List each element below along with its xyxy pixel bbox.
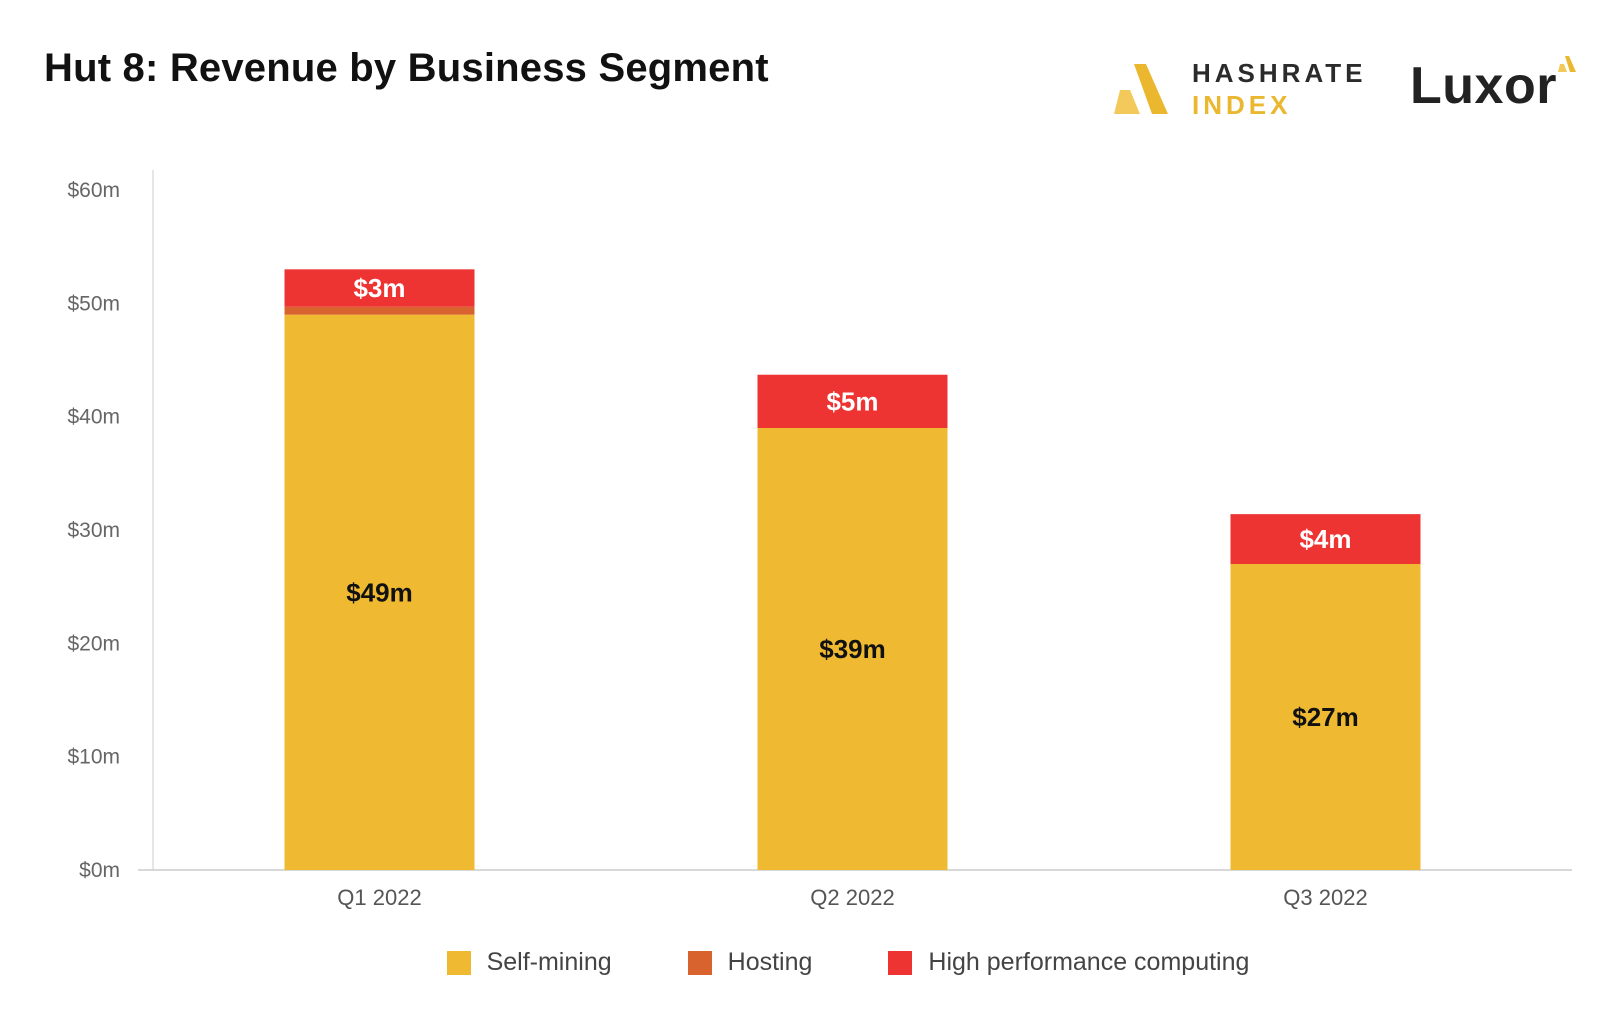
bar-self-mining-q3-2022 (1230, 564, 1421, 870)
y-tick-label: $20m (67, 632, 120, 655)
y-tick-label: $30m (67, 519, 120, 542)
y-tick-label: $60m (67, 179, 120, 202)
chart-area: $0m $10m $20m $30m $40m $50m $60m $49m $3m $39m $… (67, 170, 1572, 910)
data-label-self-mining-q3-2022: $27m (1292, 702, 1359, 732)
x-tick-label-q1-2022: Q1 2022 (337, 885, 421, 910)
luxor-logo-icon (1558, 56, 1576, 72)
data-label-high-performance-computing-q2-2022: $5m (826, 386, 878, 416)
legend-label: High performance computing (928, 948, 1250, 976)
bar-high-performance-computing-q2-2022 (757, 374, 948, 428)
data-label-high-performance-computing-q3-2022: $4m (1299, 524, 1351, 554)
hashrate-index-logo-icon (1114, 64, 1168, 114)
data-label-high-performance-computing-q1-2022: $3m (353, 273, 405, 303)
data-label-self-mining-q1-2022: $49m (346, 577, 413, 607)
x-tick-label-q2-2022: Q2 2022 (810, 885, 894, 910)
data-label-self-mining-q2-2022: $39m (819, 634, 886, 664)
hashrate-index-logo: HASHRATE INDEX (1112, 56, 1363, 126)
x-tick-label-q3-2022: Q3 2022 (1283, 885, 1367, 910)
chart-title: Hut 8: Revenue by Business Segment (44, 46, 769, 90)
index-word: INDEX (1192, 90, 1292, 120)
hashrate-word: HASHRATE (1192, 58, 1367, 88)
bar-high-performance-computing-q3-2022 (1230, 514, 1421, 564)
legend-item-high-performance-computing: High performance computing (888, 948, 1249, 977)
y-tick-label: $40m (67, 406, 120, 429)
legend-swatch (446, 950, 471, 975)
bar-self-mining-q1-2022 (284, 314, 475, 871)
legend-item-hosting: Hosting (687, 948, 813, 977)
legend-swatch (687, 950, 712, 975)
bar-high-performance-computing-q1-2022 (284, 269, 475, 307)
y-tick-label: $10m (67, 746, 120, 769)
bar-hosting-q1-2022 (284, 306, 475, 315)
legend-label: Self-mining (486, 948, 612, 976)
luxor-logo: Luxor (1410, 50, 1590, 120)
y-tick-label: $0m (79, 859, 120, 882)
y-tick-label: $50m (67, 292, 120, 315)
bar-self-mining-q2-2022 (757, 428, 948, 870)
legend: Self-mining Hosting High performance compu… (0, 948, 1624, 977)
legend-item-self-mining: Self-mining (446, 948, 612, 977)
legend-label: Hosting (727, 948, 813, 976)
legend-swatch (888, 950, 913, 975)
luxor-word: Luxor (1410, 57, 1557, 115)
